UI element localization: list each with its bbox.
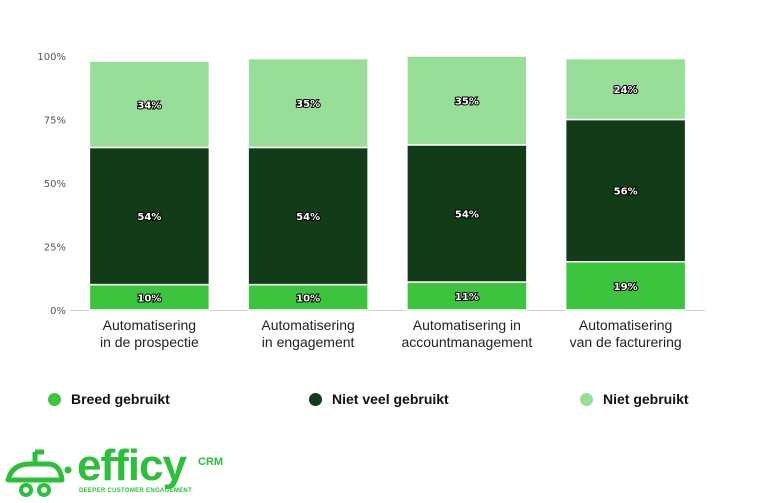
y-tick-label: 25%: [44, 243, 66, 254]
y-tick-label: 0%: [50, 306, 66, 317]
bar-segment: [88, 146, 211, 286]
data-label: 10%: [296, 293, 320, 304]
y-tick-label: 100%: [37, 52, 66, 63]
x-category-label: Automatisering: [261, 317, 354, 333]
data-label: 54%: [296, 212, 320, 223]
legend-dot-niet-veel-gebruikt: [309, 392, 322, 406]
data-label: 54%: [137, 212, 161, 223]
x-category-label: Automatisering: [103, 317, 196, 333]
legend-label-niet-veel-gebruikt: Niet veel gebruikt: [332, 391, 449, 407]
x-category-label: accountmanagement: [401, 334, 532, 350]
brand-name: efficy: [77, 441, 187, 490]
bar-segment: [406, 144, 528, 283]
bar-segment: [247, 283, 369, 311]
bar-segment: [564, 57, 687, 121]
data-label: 56%: [614, 187, 638, 198]
data-label: 11%: [455, 292, 479, 303]
x-category-label: in engagement: [262, 334, 355, 350]
x-category-label: in de prospectie: [100, 334, 199, 350]
data-label: 19%: [614, 282, 638, 293]
data-label: 34%: [137, 100, 161, 111]
legend-label-breed-gebruikt: Breed gebruikt: [71, 391, 170, 407]
legend-item-niet-veel-gebruikt: Niet veel gebruikt: [309, 391, 449, 407]
stacked-bar-chart: 100%75%50%25%0%10%54%34%Automatiseringin…: [37, 52, 705, 350]
bar-segment: [564, 118, 687, 263]
submarine-logo-icon: [5, 449, 72, 497]
y-tick-label: 50%: [44, 179, 66, 190]
bar-segment: [406, 55, 528, 146]
x-category-label: Automatisering in: [413, 317, 521, 333]
legend-item-breed-gebruikt: Breed gebruikt: [48, 391, 170, 407]
bar-segment: [564, 260, 687, 311]
x-category-label: Automatisering: [579, 317, 672, 333]
data-label: 54%: [455, 209, 479, 220]
bar-segment: [88, 60, 211, 149]
legend-dot-niet-gebruikt: [580, 392, 593, 406]
efficy-logo: efficy CRM DEEPER CUSTOMER ENGAGEMENT: [2, 442, 242, 498]
bar-segment: [88, 283, 211, 311]
legend-label-niet-gebruikt: Niet gebruikt: [603, 391, 689, 407]
legend-dot-breed-gebruikt: [48, 392, 61, 406]
data-label: 10%: [137, 293, 161, 304]
brand-tagline: DEEPER CUSTOMER ENGAGEMENT: [79, 488, 193, 494]
data-label: 35%: [455, 96, 479, 107]
brand-suffix: CRM: [198, 456, 224, 468]
y-tick-label: 75%: [44, 116, 66, 127]
data-label: 24%: [614, 85, 638, 96]
bar-segment: [247, 57, 369, 149]
bar-segment: [406, 281, 528, 311]
x-category-label: van de facturering: [570, 334, 682, 350]
legend-item-niet-gebruikt: Niet gebruikt: [580, 391, 689, 407]
bar-segment: [247, 146, 369, 286]
data-label: 35%: [296, 99, 320, 110]
